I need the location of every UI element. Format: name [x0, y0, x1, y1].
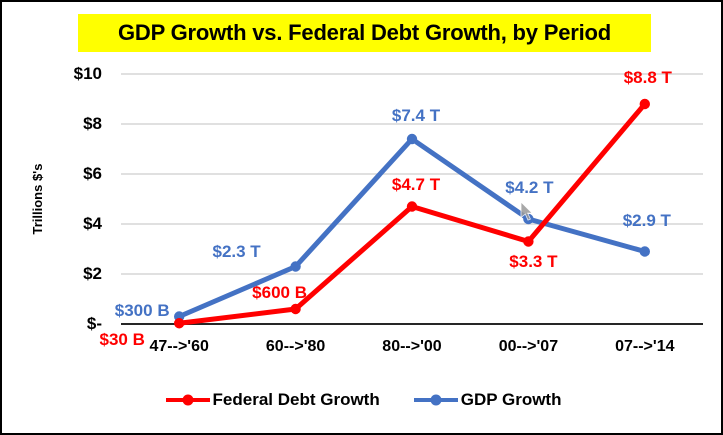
data-label: $30 B: [99, 330, 145, 350]
legend-label-federal-debt-growth: Federal Debt Growth: [212, 390, 380, 409]
chart-title: GDP Growth vs. Federal Debt Growth, by P…: [78, 14, 651, 52]
data-label: $2.3 T: [212, 241, 261, 261]
legend: Federal Debt Growth GDP Growth: [2, 388, 721, 412]
y-tick-label: $4: [83, 214, 102, 233]
data-label: $3.3 T: [509, 251, 558, 271]
data-label: $4.7 T: [391, 174, 441, 194]
x-axis-label: 80-->'00: [382, 338, 442, 355]
legend-item-federal-debt-growth: Federal Debt Growth: [165, 390, 380, 410]
mouse-cursor-icon: [520, 201, 534, 221]
legend-line-icon: [413, 394, 458, 406]
legend-item-gdp-growth: GDP Growth: [413, 390, 562, 410]
y-tick-label: $6: [83, 164, 102, 183]
y-tick-label: $10: [73, 64, 102, 83]
data-label: $300 B: [114, 300, 170, 320]
data-label: $7.4 T: [391, 106, 441, 125]
y-tick-label: $-: [86, 314, 102, 333]
y-tick-label: $8: [83, 114, 102, 133]
x-axis-label: 07-->'14: [615, 338, 675, 355]
data-label: $600 B: [252, 283, 308, 302]
series-line-gdp-growth: [176, 136, 648, 319]
x-axis-label: 47-->'60: [149, 338, 209, 355]
data-point-marker: [174, 318, 185, 329]
data-point-marker: [406, 133, 418, 145]
legend-dot-icon: [430, 394, 442, 406]
data-point-marker: [523, 236, 534, 247]
data-point-marker: [290, 303, 301, 315]
data-label: $8.8 T: [623, 68, 672, 87]
data-point-marker: [290, 261, 301, 272]
data-point-marker: [639, 246, 650, 257]
data-point-marker: [406, 201, 418, 212]
legend-line-icon: [165, 394, 210, 406]
data-label: $2.9 T: [622, 210, 671, 230]
data-point-marker: [639, 98, 650, 110]
data-label: $4.2 T: [505, 178, 554, 197]
y-tick-label: $2: [83, 264, 102, 283]
legend-label-gdp-growth: GDP Growth: [460, 390, 562, 409]
x-axis-label: 00-->'07: [498, 338, 559, 355]
legend-dot-icon: [182, 394, 194, 406]
x-axis-label: 60-->'80: [265, 338, 326, 355]
